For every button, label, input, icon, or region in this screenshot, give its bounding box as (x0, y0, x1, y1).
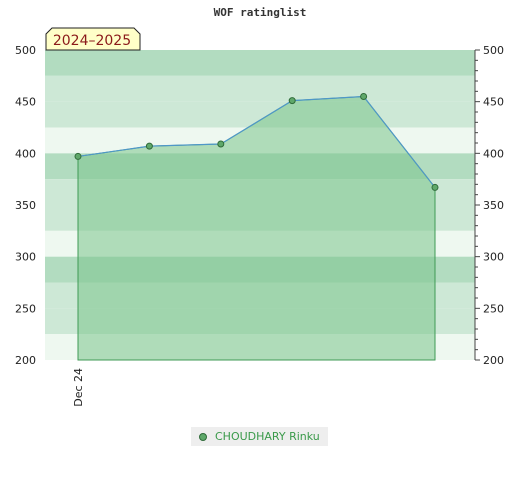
legend-marker-icon (199, 432, 207, 441)
line-layer (77, 95, 436, 188)
legend-label: CHOUDHARY Rinku (215, 430, 320, 443)
y-tick-label-left: 400 (15, 147, 36, 160)
series-line (77, 95, 436, 188)
y-tick-label-left: 500 (15, 44, 36, 57)
y-tick-label-right: 500 (483, 44, 504, 57)
y-axis-left: 200 250 300 350 400 450 500 (15, 44, 36, 367)
x-tick-label: Dec 24 (72, 368, 85, 407)
grid-band (45, 75, 475, 102)
x-axis: Dec 24 (72, 368, 85, 407)
grid-band (45, 50, 475, 76)
y-tick-label-right: 400 (483, 147, 504, 160)
y-axis-right: 200 250 300 350 400 450 500 (474, 44, 504, 367)
y-tick-label-left: 250 (15, 302, 36, 315)
y-tick-label-right: 200 (483, 354, 504, 367)
y-tick-label-right: 450 (483, 96, 504, 109)
y-tick-label-left: 300 (15, 251, 36, 264)
legend: CHOUDHARY Rinku (191, 427, 328, 446)
data-point (145, 142, 153, 150)
data-point (288, 97, 296, 105)
y-tick-label-left: 450 (15, 96, 36, 109)
data-point (74, 152, 82, 160)
y-tick-label-right: 300 (483, 251, 504, 264)
points-layer (74, 93, 439, 191)
y-tick-label-right: 250 (483, 302, 504, 315)
data-point (217, 140, 225, 148)
season-badge: 2024–2025 (45, 27, 141, 51)
season-badge-label: 2024–2025 (53, 33, 131, 49)
season-badge-box (45, 27, 141, 51)
y-tick-label-right: 350 (483, 199, 504, 212)
data-point (431, 183, 439, 191)
y-tick-label-left: 200 (15, 354, 36, 367)
y-tick-label-left: 350 (15, 199, 36, 212)
data-point (360, 93, 368, 100)
chart-title: WOF ratinglist (214, 6, 307, 19)
